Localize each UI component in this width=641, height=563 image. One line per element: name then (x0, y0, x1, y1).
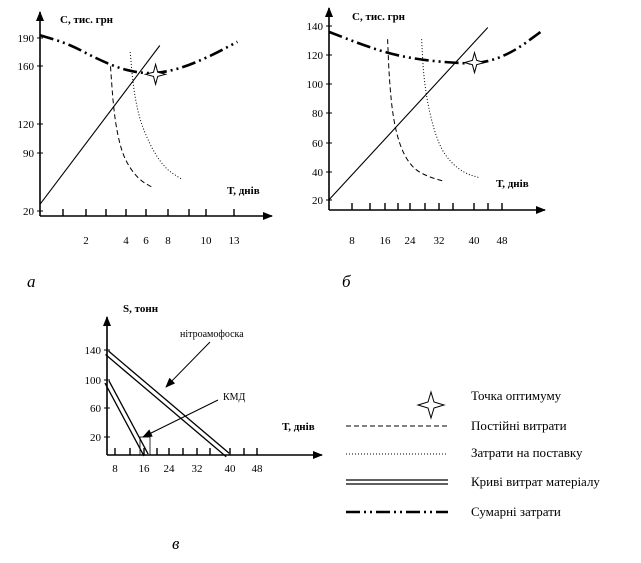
legend-delivery-label: Затрати на поставку (471, 445, 583, 460)
chart-a-series-linear (39, 45, 161, 205)
annotation-kmd: КМД (223, 392, 246, 403)
chart-b-ytick-label: 80 (312, 108, 324, 120)
chart-c-xtick-label: 8 (112, 463, 118, 475)
legend-material: Криві витрат матеріалу (346, 474, 600, 489)
series-material-1-line-1 (108, 380, 149, 455)
annotation-kmd-pointer (142, 399, 219, 438)
chart-b-optimum-star-icon (462, 50, 487, 75)
chart-b-ytick-label: 40 (312, 167, 324, 179)
kmd-small-box (139, 436, 151, 456)
chart-a-ytick-label: 90 (23, 148, 35, 160)
chart-b-ytick-label: 20 (312, 195, 324, 207)
chart-c-ytick-label: 20 (90, 432, 102, 444)
chart-b-ytick-label: 100 (307, 79, 324, 91)
chart-a-xlabel: Т, днів (227, 185, 260, 197)
panel-label-b: б (342, 272, 351, 291)
chart-b-ytick-label: 120 (307, 50, 324, 62)
chart-a-xtick-label: 4 (123, 235, 129, 247)
star-marker-icon (416, 390, 446, 420)
annotation-nitroamofoska: нітроамофоска (180, 329, 244, 340)
chart-c-ytick-label: 100 (85, 375, 102, 387)
chart-b-xtick-label: 48 (497, 235, 509, 247)
chart-a-ylabel: С, тис. грн (60, 14, 114, 26)
chart-b: 20 40 60 80 100 120 140 8 16 24 32 40 48 С, тис. гр… (307, 7, 546, 247)
series-material-0-line-0 (105, 354, 227, 458)
panel-label-a: а (27, 272, 36, 291)
chart-a-xtick-label: 2 (83, 235, 89, 247)
chart-b-ylabel: С, тис. грн (352, 11, 406, 23)
chart-a-ytick-label: 190 (18, 33, 35, 45)
chart-a-xtick-label: 8 (165, 235, 171, 247)
chart-b-series-delivery (421, 39, 481, 179)
legend-optimum-label: Точка оптимуму (471, 388, 562, 403)
chart-b-xtick-label: 16 (380, 235, 392, 247)
chart-c: 20 60 100 140 8 16 24 32 40 48 S, тонн Т, днів н… (85, 303, 323, 475)
chart-a-xtick-label: 13 (229, 235, 241, 247)
chart-c-xtick-label: 32 (192, 463, 203, 475)
annotation-nitroamofoska-pointer (165, 341, 211, 388)
legend-total: Сумарні затрати (346, 504, 561, 519)
chart-a-series-fixed (110, 66, 154, 189)
chart-a-ytick-label: 120 (18, 119, 35, 131)
series-material-0-line-1 (108, 350, 230, 454)
chart-b-series-linear (328, 27, 489, 201)
chart-a: 20 90 120 160 190 2 4 6 8 10 13 С, тис. грн Т, дн… (18, 11, 273, 247)
legend: Точка оптимуму Постійні витрати Затрати … (346, 388, 600, 519)
chart-a-xtick-label: 6 (143, 235, 149, 247)
chart-c-xtick-label: 16 (139, 463, 151, 475)
legend-total-label: Сумарні затрати (471, 504, 561, 519)
chart-c-xtick-label: 24 (164, 463, 176, 475)
chart-c-ytick-label: 60 (90, 403, 102, 415)
legend-optimum: Точка оптимуму (416, 388, 562, 420)
legend-material-label: Криві витрат матеріалу (471, 474, 600, 489)
chart-b-series-total (328, 30, 542, 65)
chart-b-xtick-label: 32 (434, 235, 445, 247)
chart-b-ytick-label: 140 (307, 21, 324, 33)
chart-b-xlabel: Т, днів (496, 178, 529, 190)
panel-label-c: в (172, 534, 180, 553)
chart-b-xtick-label: 8 (349, 235, 355, 247)
series-material-1-line-0 (104, 382, 145, 457)
chart-a-ytick-label: 20 (23, 206, 35, 218)
chart-c-xtick-label: 40 (225, 463, 237, 475)
chart-b-series-fixed (387, 39, 443, 182)
chart-b-xtick-label: 40 (469, 235, 481, 247)
chart-a-ytick-label: 160 (18, 61, 35, 73)
chart-a-xtick-label: 10 (201, 235, 213, 247)
chart-b-ytick-label: 60 (312, 138, 324, 150)
chart-c-ylabel: S, тонн (123, 303, 159, 315)
chart-c-ytick-label: 140 (85, 345, 102, 357)
legend-fixed-label: Постійні витрати (471, 418, 567, 433)
chart-c-xlabel: Т, днів (282, 421, 315, 433)
legend-delivery: Затрати на поставку (346, 445, 583, 460)
chart-c-xtick-label: 48 (252, 463, 264, 475)
chart-b-xtick-label: 24 (405, 235, 417, 247)
legend-fixed: Постійні витрати (346, 418, 567, 433)
chart-a-series-total (39, 34, 239, 75)
chart-a-optimum-star-icon (143, 62, 168, 87)
